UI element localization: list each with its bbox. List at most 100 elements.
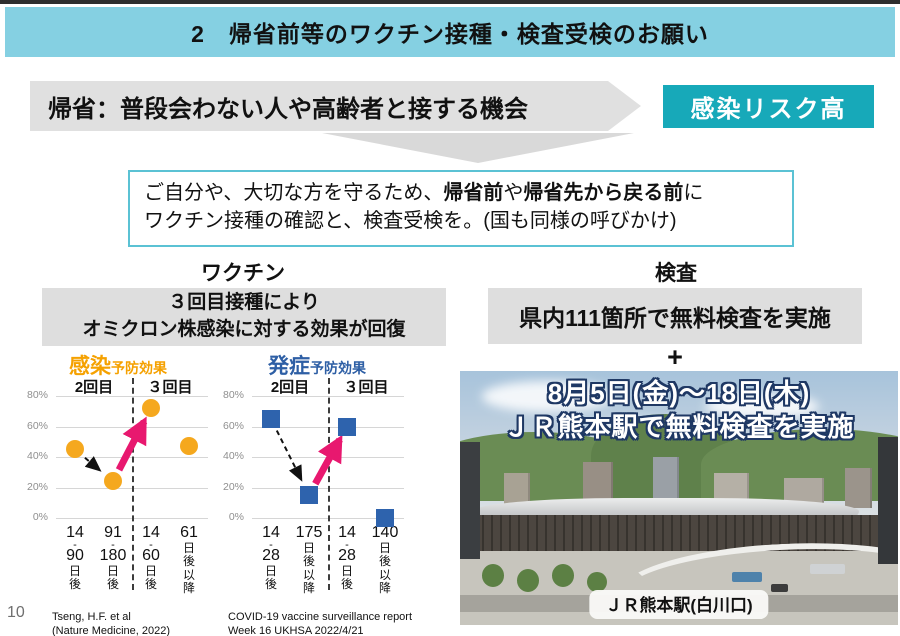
x-axis-label-line: 日 — [68, 563, 81, 578]
chart-title-sub: 予防効果 — [111, 360, 167, 376]
x-axis-label: 14-60 日後 — [126, 524, 176, 592]
photo-caption: ＪＲ熊本駅(白川口) — [589, 589, 769, 619]
x-axis-label-line: 日 — [182, 540, 195, 555]
photo-tree — [587, 571, 607, 592]
photo-tower — [460, 442, 480, 559]
x-axis-label-line: 日 — [302, 540, 315, 555]
notice-text-segment: 帰省先から戻る前 — [523, 182, 684, 204]
x-axis-label-line: - — [345, 538, 349, 551]
x-axis-label-line: 60 — [142, 546, 160, 564]
infection-risk-badge: 感染リスク高 — [663, 85, 874, 128]
x-axis-label-line: 降 — [302, 581, 315, 596]
data-point — [142, 399, 160, 418]
x-axis-label-line: 175 — [295, 524, 323, 541]
x-axis-label-line: 14 — [66, 524, 84, 541]
x-axis-label-line: 日 — [144, 563, 157, 578]
dose-divider-line — [132, 378, 134, 590]
photo-cloud — [705, 393, 820, 420]
photo-building — [845, 467, 872, 509]
plus-sign: + — [667, 342, 683, 372]
y-axis-label: 20% — [222, 480, 244, 493]
photo-tree — [516, 569, 539, 592]
test-highlight-box: 県内111箇所で無料検査を実施 — [488, 288, 862, 344]
x-axis-label-line: 日 — [106, 563, 119, 578]
station-building — [464, 514, 890, 553]
source-line: Week 16 UKHSA 2022/4/21 — [228, 625, 364, 636]
chart-title-main: 感染 — [69, 355, 111, 378]
data-point — [66, 440, 84, 459]
x-axis-label-line: 28 — [338, 546, 356, 564]
dose-divider-line — [328, 378, 330, 590]
notice-text-segment: 帰省前 — [443, 182, 504, 204]
x-axis-label-line: 91 — [104, 524, 122, 541]
x-axis-label: 91-180 日後 — [88, 524, 138, 592]
annotation-arrows — [84, 416, 148, 472]
x-axis-label-line: 日 — [264, 563, 277, 578]
x-axis-label-line: 降 — [182, 581, 195, 596]
x-axis-label-line: 61 — [180, 524, 198, 541]
y-axis-label: 0% — [228, 511, 244, 523]
x-axis-label-line: 14 — [338, 524, 356, 541]
chart-body: 2回目 ３回目 80% 60% 40% 20% 0% 14-90 日後 91-180 日後 14-60… — [22, 376, 214, 604]
banner-text: 帰省：普段会わない人や高齢者と接する機会 — [48, 95, 528, 123]
photo-bus — [810, 564, 846, 575]
chart-title-main: 発症 — [268, 355, 310, 378]
x-axis-label-line: - — [269, 538, 273, 551]
x-axis-label-line: 14 — [142, 524, 160, 541]
booster-recovery-arrow — [115, 416, 148, 472]
x-axis-label-line: 後 — [68, 577, 81, 592]
x-axis-label: 14-28 日後 — [246, 524, 296, 592]
phase-label-dose2: 2回目 — [74, 379, 114, 396]
down-arrow-shape — [322, 133, 634, 163]
test-section-title: 検査 — [655, 262, 697, 285]
photo-bus — [731, 571, 763, 582]
phase-label-dose3: ３回目 — [147, 379, 193, 396]
x-axis-label-line: 後 — [302, 554, 315, 569]
x-axis-label-line: 180 — [99, 546, 127, 564]
chart-source-citation: COVID-19 vaccine surveillance report Wee… — [228, 610, 416, 636]
onset-effectiveness-chart: 発症予防効果 2回目 ３回目 80% 60% 40% 20% 0% 14-28 日後 175 日後以… — [218, 350, 416, 636]
data-point — [376, 509, 394, 527]
x-axis-label: 14-28 日後 — [322, 524, 372, 592]
data-point — [262, 409, 280, 428]
x-axis-label-line: 以 — [378, 567, 391, 582]
photo-car — [770, 584, 789, 592]
vaccine-highlight-box: ３回目接種により オミクロン株感染に対する効果が回復 — [42, 288, 446, 346]
chart-body: 2回目 ３回目 80% 60% 40% 20% 0% 14-28 日後 175 日後以降 14-28 日… — [218, 376, 416, 604]
photo-cloud — [481, 381, 614, 412]
x-axis-label-line: 日 — [378, 540, 391, 555]
vaccine-section-title: ワクチン — [201, 262, 285, 285]
phase-label-dose3: ３回目 — [343, 379, 389, 396]
data-point — [104, 472, 122, 491]
notice-text-segment: ご自分や、大切な方を守るため、 — [144, 182, 444, 204]
page-number: 10 — [7, 604, 25, 621]
photo-tree — [481, 564, 504, 587]
photo-tower — [878, 437, 898, 565]
x-axis-label: 61 日後以降 — [164, 524, 214, 596]
y-axis-label: 60% — [222, 419, 244, 432]
x-axis-label-line: 28 — [262, 546, 280, 564]
chart-title: 感染予防効果 — [22, 350, 214, 378]
risk-label: 感染リスク高 — [690, 96, 847, 123]
banner-ribbon: 帰省：普段会わない人や高齢者と接する機会 — [30, 81, 608, 131]
annotation-arrows — [275, 430, 343, 486]
overlay-line1: 8月5日(金)～18日(木) — [547, 378, 811, 409]
x-axis-label: 175 日後以降 — [284, 524, 334, 596]
notice-box: ご自分や、大切な方を守るため、帰省前や帰省先から戻る前に ワクチン接種の確認と、… — [128, 170, 794, 247]
x-axis-label-line: - — [149, 538, 153, 551]
chart-title: 発症予防効果 — [218, 350, 416, 378]
x-axis-label-line: 後 — [378, 554, 391, 569]
waning-dashed-arrow — [275, 430, 303, 482]
y-axis-label: 80% — [26, 389, 48, 401]
y-axis-label: 40% — [26, 450, 48, 462]
x-axis-label-line: 後 — [340, 577, 353, 592]
x-axis-label-line: - — [73, 538, 77, 551]
chart-title-sub: 予防効果 — [310, 360, 366, 376]
x-axis-label-line: 後 — [182, 554, 195, 569]
booster-recovery-arrow — [312, 434, 343, 486]
data-point — [338, 417, 356, 436]
notice-line2: ワクチン接種の確認と、検査受検を。(国も同様の呼びかけ) — [144, 210, 677, 233]
photo-tree — [551, 564, 574, 587]
y-axis-label: 0% — [32, 511, 48, 523]
